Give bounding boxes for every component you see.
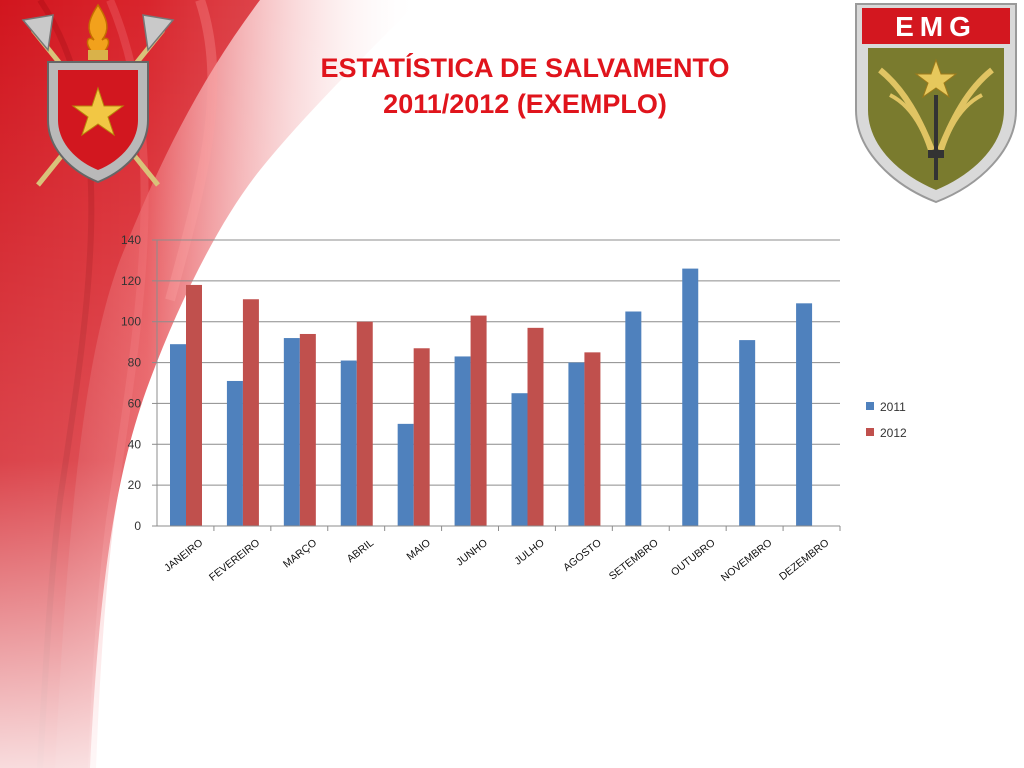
emg-logo-text: EMG — [895, 11, 977, 42]
x-category-label: JULHO — [512, 537, 547, 568]
chart-gridlines — [157, 239, 840, 527]
bar-2012-junho — [470, 315, 487, 526]
x-category-label: ABRIL — [345, 537, 376, 565]
slide-title: ESTATÍSTICA DE SALVAMENTO 2011/2012 (EXE… — [230, 50, 820, 122]
x-category-label: OUTUBRO — [669, 537, 718, 579]
bar-2011-agosto — [568, 362, 585, 526]
chart-bars — [170, 268, 813, 526]
slide-title-line2: 2011/2012 (EXEMPLO) — [383, 89, 667, 119]
bar-2012-maio — [413, 348, 430, 526]
legend-label-2012: 2012 — [880, 426, 907, 440]
legend-swatch-2012 — [866, 428, 874, 436]
x-category-label: AGOSTO — [561, 537, 604, 574]
bar-2011-maio — [397, 423, 414, 526]
bar-2011-junho — [454, 356, 471, 526]
bar-2011-março — [283, 338, 300, 526]
chart-legend: 2011 2012 — [866, 400, 907, 440]
y-tick-label: 60 — [128, 396, 142, 410]
bar-2011-fevereiro — [226, 380, 243, 526]
emg-shield-icon: EMG — [855, 3, 1017, 204]
bar-2012-abril — [356, 321, 373, 526]
bar-2011-julho — [511, 393, 528, 526]
bar-2012-agosto — [584, 352, 601, 526]
x-category-label: JANEIRO — [162, 537, 205, 574]
bar-2012-fevereiro — [242, 299, 259, 526]
y-tick-label: 100 — [121, 315, 141, 329]
x-category-label: FEVEREIRO — [207, 537, 262, 584]
bar-2011-janeiro — [170, 344, 186, 526]
bar-2011-novembro — [739, 340, 756, 526]
bar-2011-setembro — [625, 311, 642, 526]
bar-2011-dezembro — [796, 303, 813, 526]
y-tick-label: 0 — [134, 519, 141, 533]
y-tick-label: 40 — [128, 437, 142, 451]
y-tick-label: 140 — [121, 233, 141, 247]
x-category-label: SETEMBRO — [607, 537, 661, 583]
bar-2012-janeiro — [186, 284, 202, 526]
bar-2012-março — [299, 333, 316, 526]
slide-title-line1: ESTATÍSTICA DE SALVAMENTO — [320, 53, 730, 83]
y-tick-label: 80 — [128, 356, 142, 370]
x-category-label: NOVEMBRO — [719, 537, 775, 584]
x-category-label: JUNHO — [454, 537, 490, 569]
x-category-label: MARÇO — [281, 537, 319, 571]
firefighter-coat-of-arms-icon — [21, 3, 175, 187]
legend-swatch-2011 — [866, 402, 874, 410]
x-category-label: DEZEMBRO — [777, 537, 831, 583]
bar-2011-abril — [340, 360, 357, 526]
legend-label-2011: 2011 — [880, 400, 906, 414]
y-tick-label: 120 — [121, 274, 141, 288]
y-tick-label: 20 — [128, 478, 142, 492]
x-category-label: MAIO — [404, 537, 433, 563]
bar-2011-outubro — [682, 268, 699, 526]
bar-2012-julho — [527, 327, 544, 526]
